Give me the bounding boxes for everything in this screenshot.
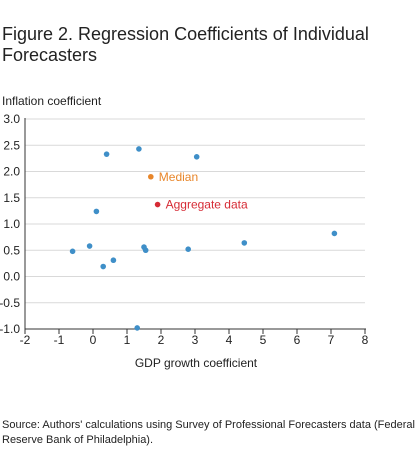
x-tick-label: -2 [20,333,31,347]
y-tick-label: 0.5 [3,243,20,257]
data-point [142,247,149,254]
y-tick-labels: 3.0 2.5 2.0 1.5 1.0 0.5 0.0 -0.5 -1.0 [0,112,20,336]
x-tick-label: 1 [124,333,131,347]
y-tick-label: -0.5 [0,296,20,310]
data-point [154,201,161,208]
y-tick-label: 2.0 [3,165,20,179]
y-tick-label: 1.0 [3,217,20,231]
x-tick-label: 2 [158,333,165,347]
x-axis-label: GDP growth coefficient [134,356,258,370]
x-tick-label: 8 [362,333,369,347]
data-points [69,146,338,331]
x-tick-label: 0 [90,333,97,347]
y-tick-label: -1.0 [0,322,20,336]
data-point [136,146,142,152]
x-tick-labels: -2 -1 0 1 2 3 4 5 6 7 8 [20,333,369,347]
data-point [110,257,117,264]
x-tick-label: 7 [328,333,335,347]
x-tick-label: -1 [54,333,65,347]
axes [24,118,366,334]
data-point [100,263,106,270]
x-tick-label: 4 [226,333,233,347]
y-tick-label: 0.0 [3,270,20,284]
grid-lines [25,118,365,304]
figure-title: Figure 2. Regression Coefficients of Ind… [2,24,369,65]
y-tick-label: 1.5 [3,191,20,205]
x-tick-label: 6 [294,333,301,347]
median-label: Median [159,170,198,184]
data-point [103,151,110,157]
x-tick-label: 5 [260,333,267,347]
data-point [93,208,100,215]
y-tick-label: 3.0 [3,112,20,126]
x-tick-label: 3 [192,333,199,347]
data-point [86,243,93,249]
data-point [134,325,140,331]
data-point [69,248,76,255]
data-point [241,240,248,246]
data-point [331,230,338,237]
source-note: Source: Authors' calculations using Surv… [2,419,415,446]
point-annotations: Median Aggregate data [159,170,248,212]
data-point [185,246,191,252]
aggregate-data-label: Aggregate data [166,198,248,212]
y-tick-label: 2.5 [3,138,20,152]
data-point [193,154,200,160]
y-axis-label: Inflation coefficient [2,94,102,108]
data-point [148,173,154,180]
